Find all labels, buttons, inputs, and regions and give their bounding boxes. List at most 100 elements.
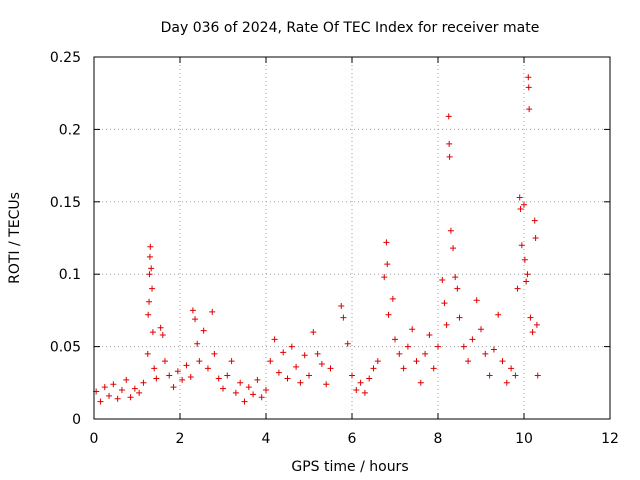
data-point — [526, 106, 533, 113]
y-tick-label: 0.05 — [50, 340, 81, 356]
data-point — [192, 316, 199, 323]
data-point — [196, 358, 203, 365]
data-point — [508, 365, 515, 372]
data-point — [439, 276, 446, 283]
data-point — [179, 376, 186, 383]
data-point — [271, 336, 278, 343]
data-point — [435, 343, 441, 350]
data-point — [323, 381, 330, 388]
data-point — [384, 261, 391, 268]
data-point — [146, 298, 153, 305]
data-point — [215, 375, 222, 382]
y-tick-label: 0.25 — [50, 50, 81, 66]
data-point — [314, 350, 321, 357]
data-point — [370, 365, 377, 372]
data-point — [413, 358, 420, 365]
data-point — [361, 389, 368, 396]
data-point — [123, 376, 130, 383]
data-point — [514, 285, 521, 292]
data-point — [127, 394, 134, 401]
data-point — [110, 381, 117, 388]
y-axis: 0 0.05 0.1 0.15 0.2 0.25 — [50, 50, 610, 428]
data-point — [525, 74, 532, 81]
x-tick-label: 10 — [515, 431, 533, 447]
data-point — [366, 375, 373, 382]
data-point — [446, 140, 453, 147]
data-point — [404, 343, 411, 350]
data-point — [166, 372, 173, 379]
y-tick-label: 0.2 — [59, 122, 81, 138]
data-points — [93, 74, 541, 405]
data-point — [422, 350, 429, 357]
data-point — [469, 336, 476, 343]
data-point — [237, 379, 244, 386]
data-point — [503, 379, 510, 386]
data-point — [385, 311, 392, 318]
data-point — [187, 374, 194, 381]
data-point — [478, 326, 484, 333]
data-point — [144, 350, 151, 357]
data-point — [400, 365, 407, 372]
data-point — [250, 391, 257, 398]
data-point — [417, 379, 424, 386]
data-point — [396, 350, 403, 357]
data-point — [516, 194, 523, 201]
data-point — [409, 326, 416, 333]
data-point — [200, 327, 207, 334]
data-point — [389, 295, 396, 302]
data-point — [170, 384, 177, 391]
data-point — [430, 365, 437, 372]
data-point — [521, 256, 528, 263]
data-point — [338, 303, 345, 310]
data-point — [211, 350, 218, 357]
data-point — [263, 387, 269, 394]
data-point — [118, 387, 125, 394]
data-point — [140, 379, 147, 386]
data-point — [245, 384, 252, 391]
data-point — [148, 265, 155, 272]
data-point — [224, 372, 231, 379]
data-point — [204, 365, 211, 372]
data-point — [512, 372, 519, 379]
data-point — [146, 253, 153, 260]
data-point — [381, 274, 388, 281]
data-point — [327, 365, 334, 372]
data-point — [149, 285, 156, 292]
data-point — [344, 340, 351, 347]
data-point — [149, 329, 156, 336]
data-point — [161, 358, 168, 365]
data-point — [441, 300, 448, 307]
data-point — [151, 365, 158, 372]
data-point — [383, 239, 390, 246]
data-point — [523, 278, 530, 285]
data-point — [293, 363, 300, 370]
data-point — [392, 336, 398, 343]
data-point — [157, 324, 164, 331]
x-tick-label: 4 — [262, 431, 271, 447]
data-point — [297, 379, 304, 386]
data-point — [465, 358, 472, 365]
data-point — [114, 395, 121, 402]
data-point — [159, 332, 166, 339]
data-point — [174, 368, 181, 375]
x-tick-label: 12 — [601, 431, 619, 447]
data-point — [529, 329, 536, 336]
data-point — [353, 387, 360, 394]
data-point — [446, 153, 453, 160]
x-axis-label: GPS time / hours — [291, 459, 408, 475]
data-point — [456, 314, 463, 321]
y-tick-label: 0.1 — [59, 267, 81, 283]
y-axis-label: ROTI / TECUs — [7, 192, 23, 284]
data-point — [288, 343, 295, 350]
data-point — [349, 372, 355, 379]
data-point — [306, 372, 312, 379]
data-point — [254, 376, 261, 383]
data-point — [183, 362, 190, 369]
data-point — [136, 389, 143, 396]
data-point — [521, 201, 527, 208]
data-point — [426, 332, 433, 339]
data-point — [267, 358, 274, 365]
data-point — [534, 372, 541, 379]
data-point — [454, 285, 461, 292]
data-point — [482, 350, 489, 357]
